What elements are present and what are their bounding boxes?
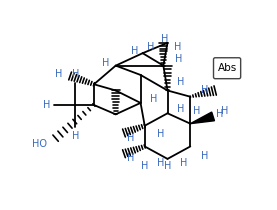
Text: H: H bbox=[201, 85, 208, 96]
Text: H: H bbox=[141, 161, 148, 171]
Text: H: H bbox=[177, 104, 184, 114]
Text: HO: HO bbox=[32, 139, 47, 149]
Text: H: H bbox=[127, 153, 134, 163]
Text: H: H bbox=[127, 133, 134, 143]
Text: H: H bbox=[102, 58, 109, 68]
Text: Abs: Abs bbox=[217, 63, 237, 73]
Text: H: H bbox=[72, 69, 79, 79]
Text: H: H bbox=[164, 161, 171, 171]
Polygon shape bbox=[190, 112, 214, 124]
Text: H: H bbox=[161, 34, 168, 43]
Text: H: H bbox=[180, 158, 187, 168]
FancyBboxPatch shape bbox=[214, 58, 241, 79]
Text: H: H bbox=[43, 100, 50, 110]
Text: H: H bbox=[157, 158, 165, 168]
Text: H: H bbox=[174, 42, 181, 52]
Text: H: H bbox=[157, 129, 165, 139]
Text: H: H bbox=[55, 69, 63, 79]
Text: H: H bbox=[216, 109, 224, 119]
Text: H: H bbox=[193, 106, 201, 116]
Text: H: H bbox=[131, 46, 138, 56]
Text: H: H bbox=[147, 42, 154, 52]
Text: H: H bbox=[72, 131, 79, 141]
Text: H: H bbox=[221, 106, 229, 116]
Text: H: H bbox=[175, 54, 182, 64]
Text: H: H bbox=[201, 151, 208, 161]
Text: H: H bbox=[150, 94, 157, 104]
Text: H: H bbox=[177, 77, 184, 87]
